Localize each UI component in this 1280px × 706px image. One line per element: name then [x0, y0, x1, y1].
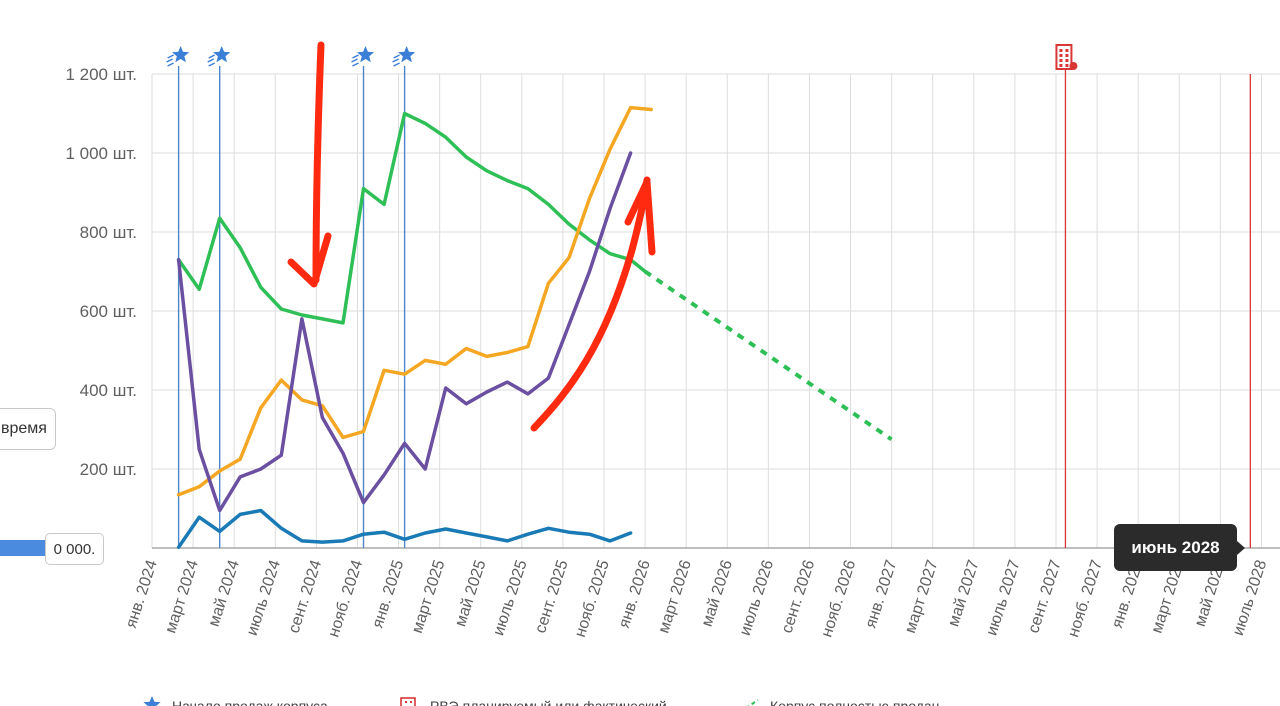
y-tick-label: 1 200 шт.	[65, 65, 137, 84]
tooltip: июнь 2028	[1114, 524, 1237, 571]
x-tick-label: май 2027	[945, 558, 982, 629]
y-tick-label: 1 000 шт.	[65, 144, 137, 163]
side-progress-bar	[0, 540, 48, 556]
star-icon	[392, 46, 416, 67]
x-tick-label: нояб. 2026	[818, 558, 859, 639]
up-arrow-shaft	[530, 176, 651, 432]
x-tick-label: янв. 2024	[123, 558, 161, 630]
x-tick-label: сент. 2025	[532, 558, 572, 635]
x-tick-label: июль 2027	[983, 558, 1023, 638]
building-icon	[400, 697, 416, 706]
x-tick-label: май 2026	[699, 558, 736, 629]
series-line-3	[176, 508, 633, 549]
x-tick-label: март 2026	[655, 558, 695, 635]
side-panel-button-label: время	[1, 420, 47, 437]
side-value-box: 0 000.	[45, 533, 104, 565]
x-tick-label: март 2027	[902, 558, 942, 635]
x-tick-label: янв. 2025	[369, 558, 407, 630]
down-arrow-head	[287, 232, 332, 288]
x-tick-label: нояб. 2027	[1065, 558, 1106, 639]
x-tick-label: сент. 2026	[779, 558, 819, 635]
tooltip-arrow	[1237, 541, 1245, 555]
legend-label: Начало продаж корпуса	[172, 698, 328, 706]
series-line-1	[176, 105, 653, 497]
star-icon	[166, 46, 190, 67]
building-icon	[1055, 44, 1078, 70]
dashed-line-icon	[747, 699, 759, 706]
event-markers	[166, 44, 1251, 548]
x-tick-label: янв. 2027	[862, 558, 900, 630]
series-lines	[176, 105, 893, 549]
x-tick-label: май 2024	[206, 558, 243, 629]
hand-drawn-arrows	[287, 41, 656, 432]
x-tick-label: нояб. 2024	[325, 558, 366, 639]
x-tick-label: июль 2028	[1230, 558, 1270, 638]
y-tick-label: 200 шт.	[80, 460, 137, 479]
side-value-label: 0 000.	[53, 540, 96, 558]
legend: Начало продаж корпуса РВЭ планируемый или…	[143, 696, 939, 706]
star-icon	[207, 46, 231, 67]
star-icon	[351, 46, 375, 67]
legend-item: Начало продаж корпуса	[143, 696, 328, 706]
down-arrow-shaft	[312, 41, 325, 284]
legend-label: РВЭ планируемый или фактический	[430, 698, 667, 706]
y-axis: 200 шт. 400 шт. 600 шт. 800 шт. 1 000 шт. 1 2…	[65, 65, 137, 479]
x-tick-label: июль 2025	[490, 558, 530, 638]
series-line-2	[176, 151, 633, 513]
legend-item: РВЭ планируемый или фактический	[400, 697, 667, 706]
x-tick-label: март 2025	[409, 558, 449, 635]
legend-item: Корпус полностью продан	[747, 698, 939, 706]
x-tick-label: март 2024	[162, 558, 202, 635]
series-line-0	[176, 111, 647, 325]
y-tick-label: 400 шт.	[80, 381, 137, 400]
y-tick-label: 600 шт.	[80, 302, 137, 321]
side-panel-button[interactable]: время	[0, 408, 56, 450]
x-tick-label: сент. 2027	[1025, 558, 1065, 635]
y-tick-label: 800 шт.	[80, 223, 137, 242]
star-icon	[143, 696, 161, 706]
x-axis: янв. 2024 март 2024 май 2024 июль 2024 сент.…	[123, 558, 1270, 639]
x-tick-label: янв. 2026	[616, 558, 654, 630]
x-tick-label: май 2025	[452, 558, 489, 629]
x-tick-label: июль 2026	[737, 558, 777, 638]
x-tick-label: нояб. 2025	[572, 558, 613, 639]
legend-label: Корпус полностью продан	[770, 698, 939, 706]
x-tick-label: сент. 2024	[286, 558, 326, 635]
x-tick-label: июль 2024	[244, 558, 284, 638]
tooltip-text: июнь 2028	[1131, 537, 1220, 557]
chart-grid	[151, 73, 1280, 549]
up-arrow-head	[624, 178, 656, 256]
